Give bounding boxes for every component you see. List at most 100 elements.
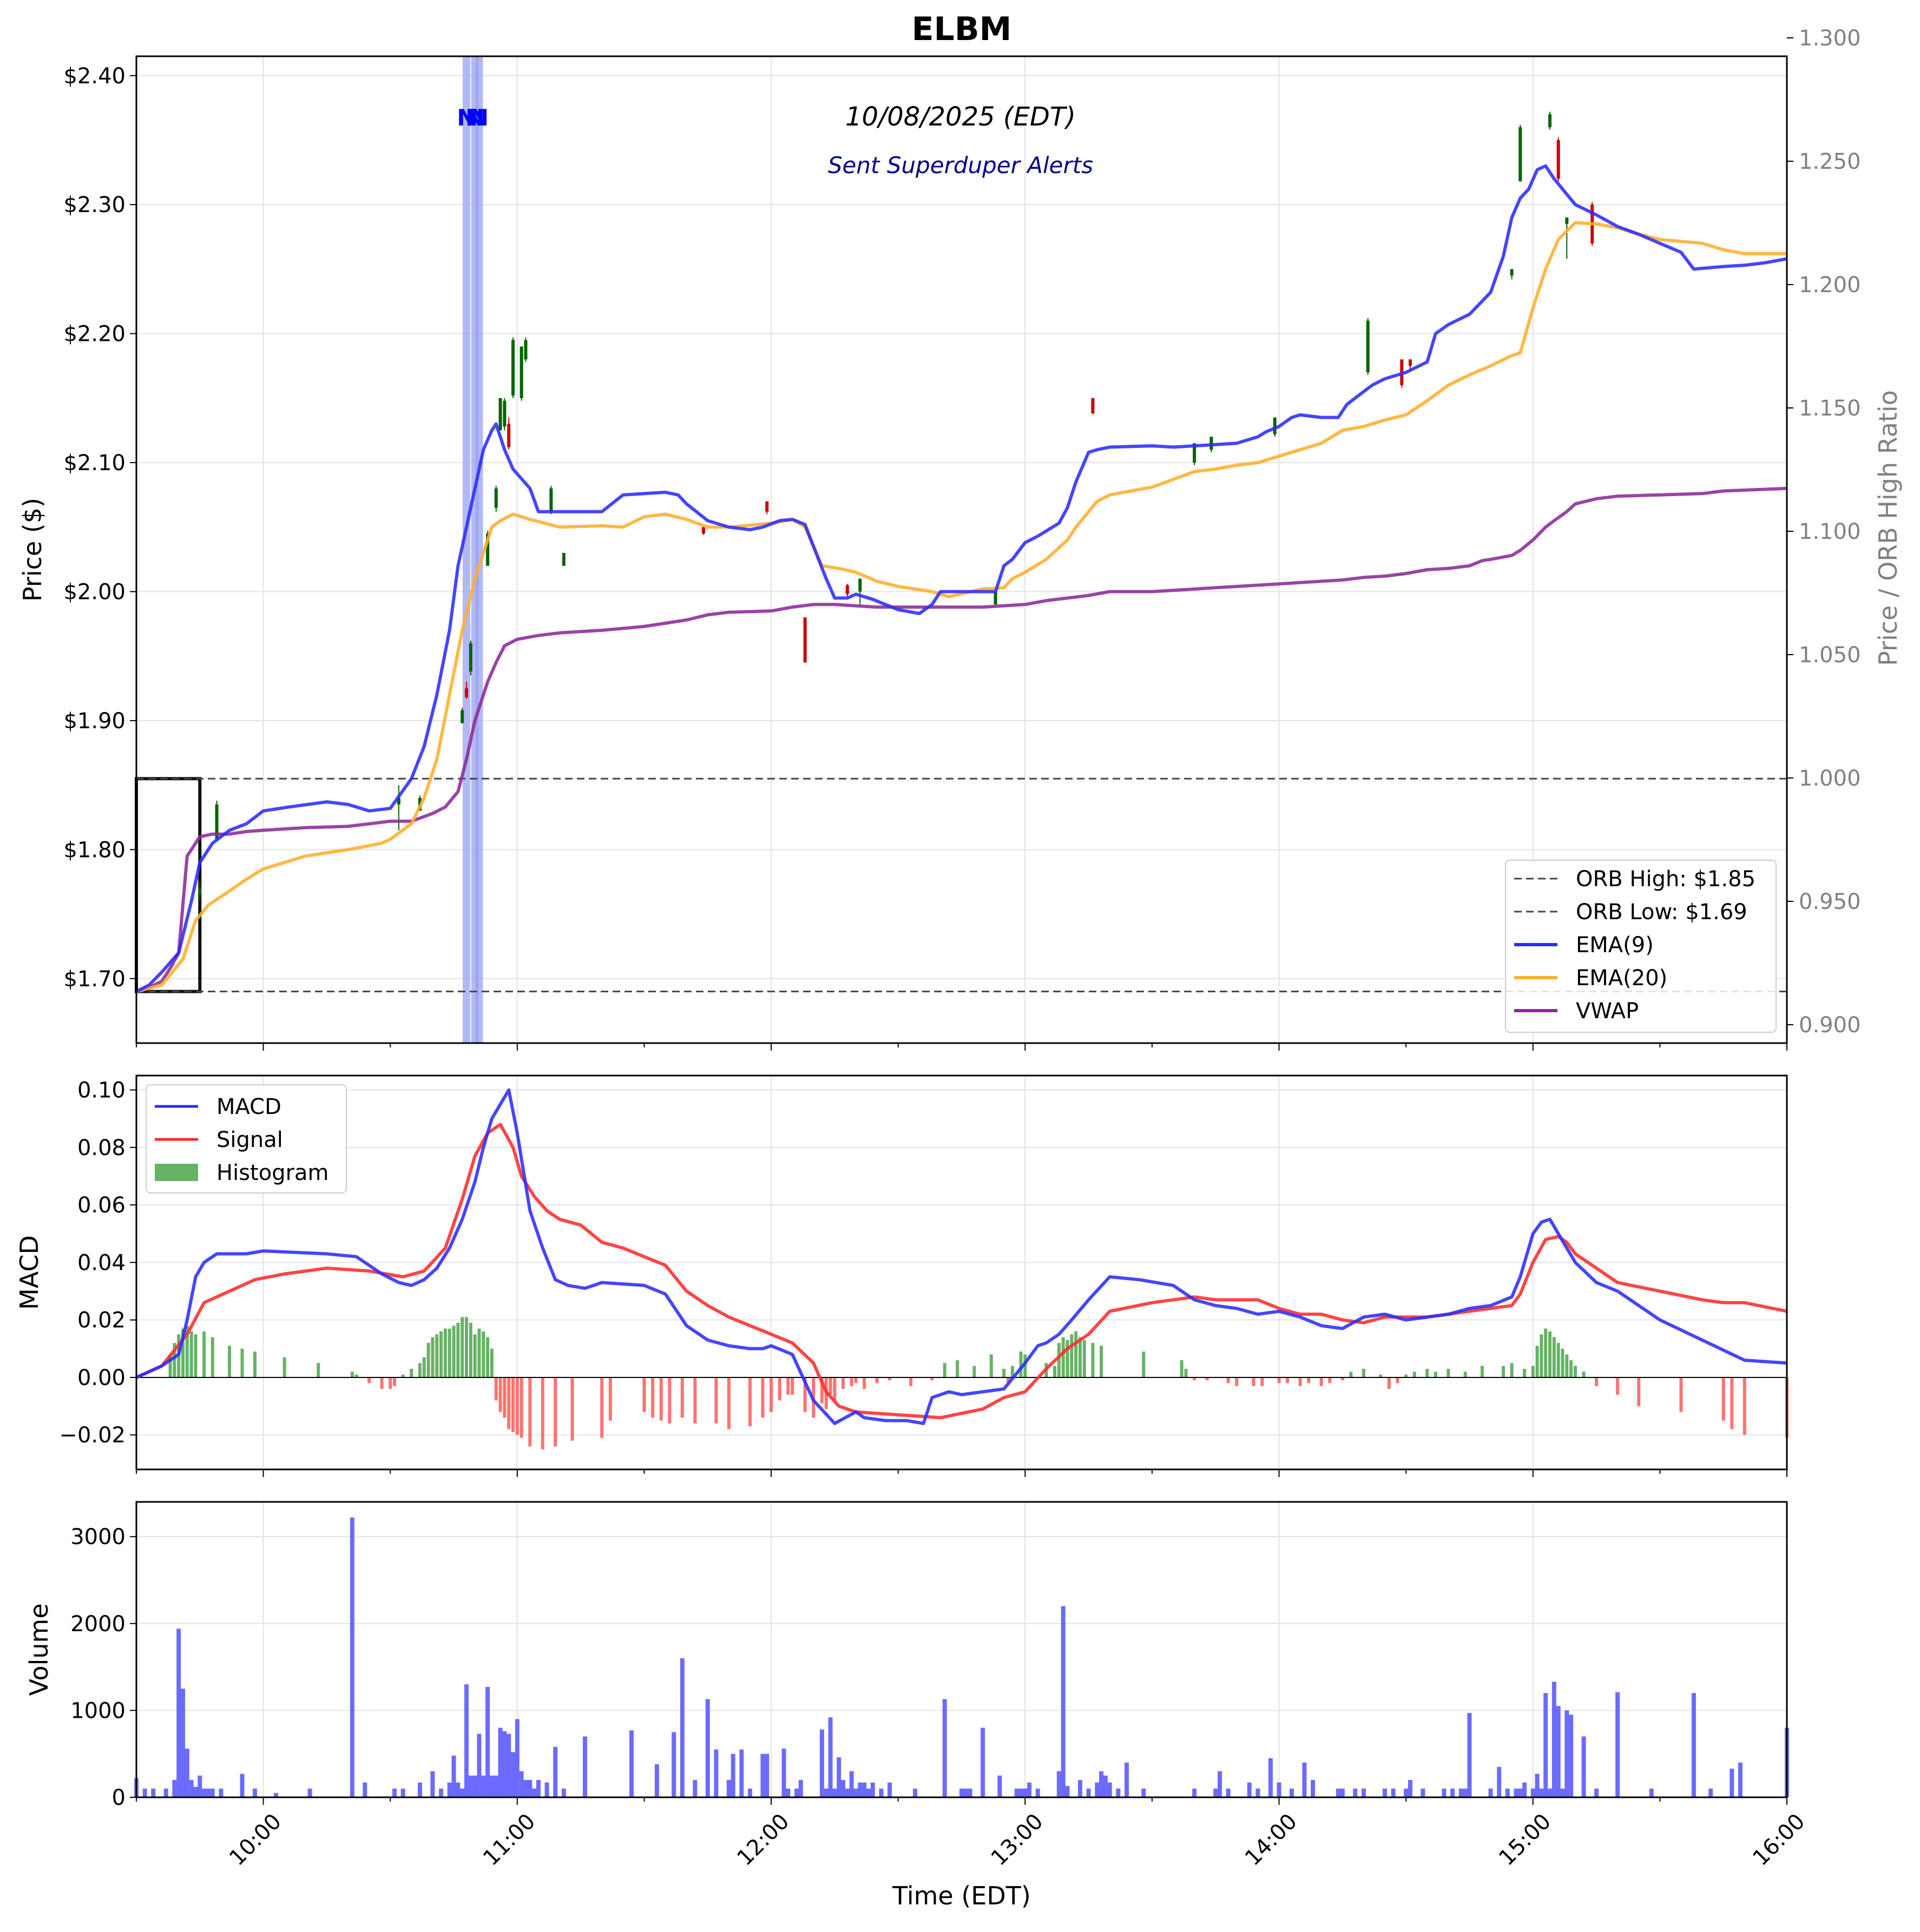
histogram-bar	[1556, 1343, 1560, 1377]
price-y-tick-label: $2.10	[63, 451, 126, 476]
histogram-bar	[511, 1377, 515, 1432]
volume-bar	[439, 1788, 444, 1797]
volume-bar	[1551, 1682, 1556, 1797]
candle-body	[469, 643, 472, 672]
candle-body	[701, 527, 705, 534]
volume-bar	[189, 1779, 194, 1797]
volume-bar	[858, 1782, 863, 1797]
volume-bar	[1594, 1788, 1599, 1797]
macd-y-tick-label: 0.08	[77, 1136, 126, 1160]
volume-bar	[705, 1699, 710, 1797]
macd-y-axis-label: MACD	[15, 1235, 44, 1310]
volume-bar	[837, 1757, 841, 1797]
price-y-tick-label: $2.40	[63, 64, 126, 89]
histogram-bar	[1425, 1369, 1429, 1377]
volume-bar	[968, 1788, 972, 1797]
histogram-bar	[1180, 1360, 1183, 1377]
volume-bar	[464, 1684, 469, 1797]
histogram-bar	[833, 1377, 837, 1401]
histogram-bar	[393, 1377, 397, 1386]
histogram-bar	[1078, 1337, 1082, 1377]
volume-bar	[828, 1717, 833, 1797]
histogram-bar	[515, 1377, 519, 1435]
volume-bar	[849, 1771, 854, 1797]
volume-bar	[252, 1788, 257, 1797]
histogram-bar	[1070, 1334, 1074, 1377]
volume-bar	[1564, 1710, 1569, 1797]
histogram-bar	[1340, 1377, 1344, 1381]
histogram-bar	[1362, 1369, 1365, 1377]
histogram-bar	[1226, 1377, 1230, 1383]
histogram-bar	[1387, 1377, 1391, 1389]
volume-bar	[1530, 1788, 1535, 1797]
histogram-bar	[1260, 1377, 1264, 1386]
volume-bar	[163, 1788, 168, 1797]
candle-body	[1408, 359, 1412, 366]
candle-body	[486, 533, 490, 566]
histogram-bar	[956, 1360, 959, 1377]
histogram-bar	[1007, 1377, 1010, 1383]
candle-body	[858, 578, 862, 592]
histogram-bar	[410, 1369, 413, 1377]
histogram-bar	[651, 1377, 655, 1418]
volume-bar	[1458, 1788, 1463, 1797]
macd-y-tick-label: −0.02	[59, 1423, 126, 1448]
macd-y-tick-label: 0.06	[77, 1193, 126, 1218]
histogram-bar	[1569, 1360, 1573, 1377]
volume-bar	[1450, 1788, 1455, 1797]
volume-bar	[185, 1749, 189, 1797]
volume-bar	[1488, 1788, 1493, 1797]
histogram-bar	[1349, 1371, 1353, 1377]
macd-y-tick-label: 0.10	[77, 1078, 126, 1103]
volume-bar	[629, 1730, 634, 1797]
volume-bar	[507, 1733, 511, 1797]
histogram-bar	[1082, 1340, 1086, 1377]
volume-bar	[1218, 1771, 1222, 1797]
volume-bar	[1027, 1782, 1032, 1797]
candle-body	[215, 804, 219, 840]
histogram-bar	[253, 1351, 257, 1377]
candle-body	[803, 617, 807, 663]
histogram-bar	[642, 1377, 646, 1412]
histogram-bar	[1531, 1366, 1535, 1377]
alert-marker: N	[465, 104, 484, 131]
volume-bar	[845, 1788, 850, 1797]
histogram-bar	[1091, 1343, 1095, 1377]
volume-bar	[1467, 1713, 1472, 1797]
histogram-bar	[1379, 1374, 1383, 1377]
volume-bar	[1141, 1788, 1146, 1797]
volume-bar	[1290, 1788, 1294, 1797]
volume-bar	[672, 1732, 676, 1797]
histogram-bar	[189, 1331, 193, 1377]
volume-bar	[511, 1752, 516, 1797]
volume-bar	[680, 1658, 685, 1797]
volume-bar	[1035, 1788, 1040, 1797]
volume-y-tick-label: 1000	[70, 1698, 126, 1723]
histogram-bar	[791, 1377, 794, 1395]
alerts-annotation: Sent Superduper Alerts	[828, 152, 1093, 179]
macd-legend-swatch	[155, 1164, 198, 1181]
volume-bar	[523, 1779, 528, 1797]
price-y2-tick-label: 0.900	[1799, 1013, 1861, 1038]
volume-bar	[1463, 1788, 1468, 1797]
histogram-bar	[841, 1377, 845, 1389]
volume-bar	[1018, 1788, 1023, 1797]
histogram-bar	[1535, 1346, 1539, 1377]
price-y2-tick-label: 1.050	[1799, 643, 1861, 668]
price-frame	[135, 55, 1788, 1044]
volume-bar	[202, 1788, 207, 1797]
histogram-bar	[1730, 1377, 1734, 1429]
histogram-bar	[486, 1337, 490, 1377]
histogram-bar	[1019, 1351, 1023, 1377]
histogram-bar	[1066, 1340, 1069, 1377]
histogram-bar	[1023, 1354, 1027, 1377]
histogram-bar	[1277, 1377, 1281, 1383]
volume-bar	[1708, 1788, 1713, 1797]
price-legend-label: VWAP	[1576, 999, 1639, 1024]
volume-bar	[1065, 1786, 1070, 1797]
volume-bar	[1226, 1788, 1231, 1797]
histogram-bar	[1100, 1346, 1103, 1377]
candle-body	[765, 501, 769, 512]
price-legend-label: ORB High: $1.85	[1576, 867, 1755, 892]
